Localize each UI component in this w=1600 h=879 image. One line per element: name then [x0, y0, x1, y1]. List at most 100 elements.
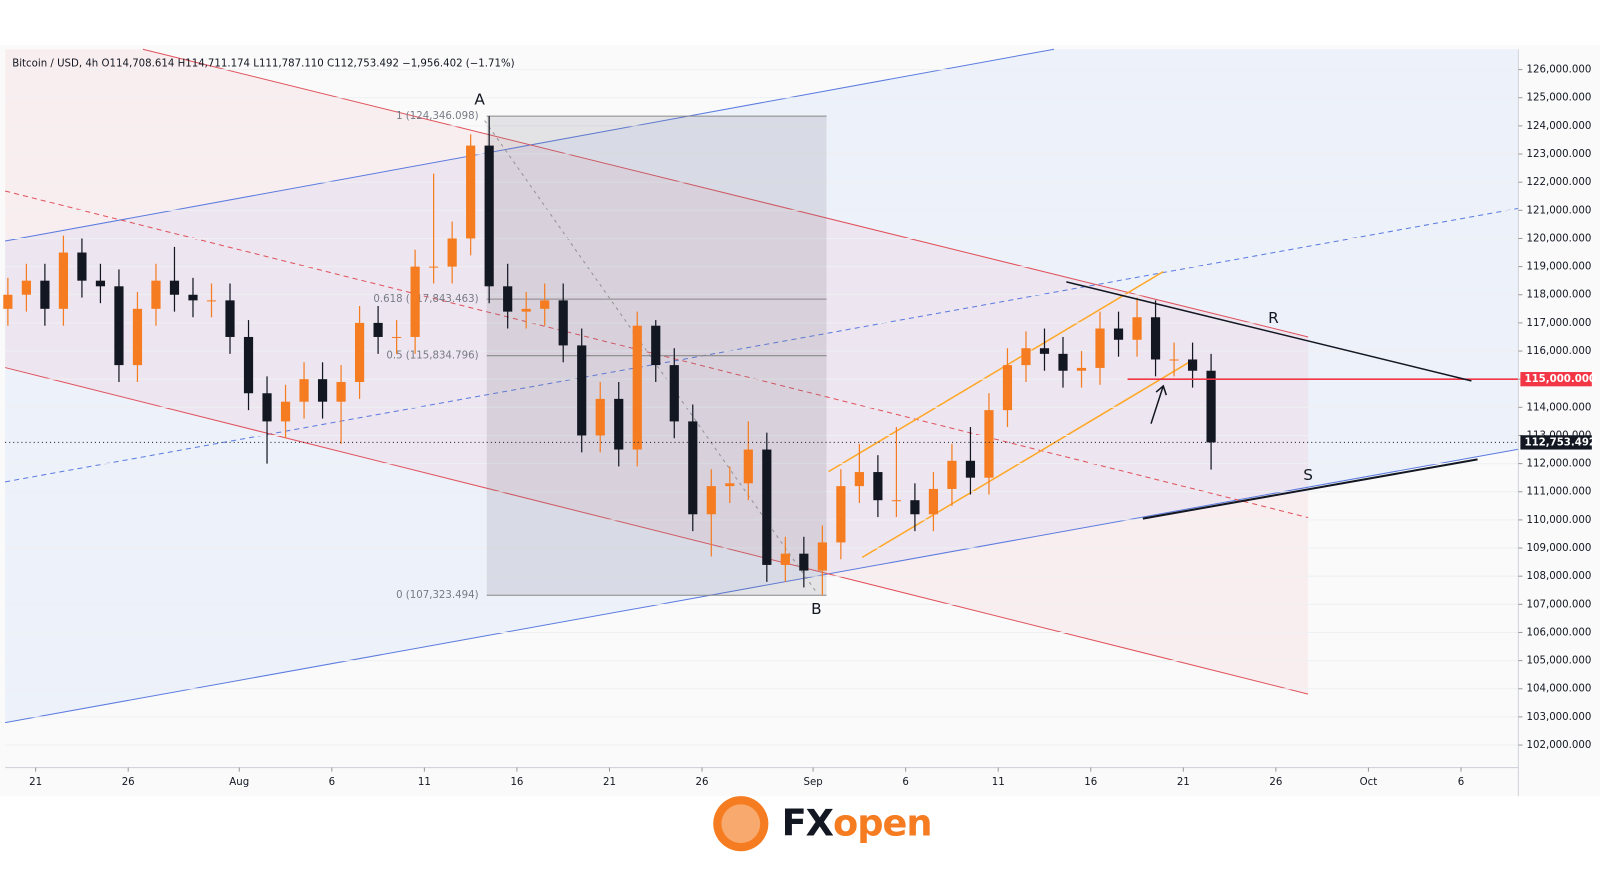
y-tick-label: 103,000.000 — [1527, 712, 1592, 723]
x-tick-label: 21 — [29, 777, 42, 788]
red-channel-upper — [142, 48, 1309, 338]
candle-body — [336, 381, 346, 402]
candle-body — [280, 401, 291, 422]
candle-body — [447, 238, 457, 267]
candle-body — [1076, 367, 1087, 371]
blue-channel-fill — [5, 49, 1519, 723]
candle-body — [1206, 370, 1216, 443]
price-tag — [1520, 372, 1592, 387]
blue-channel-mid — [5, 207, 1519, 483]
candle-body — [1113, 328, 1124, 340]
candle-body — [299, 379, 309, 402]
candle-body — [151, 280, 161, 309]
candle-body — [503, 286, 513, 312]
candle-body — [725, 483, 735, 487]
resistance-line — [1066, 281, 1472, 382]
price-tag — [1520, 435, 1592, 450]
candle-body — [743, 449, 753, 484]
candle-body — [77, 252, 87, 281]
candle-body — [484, 145, 494, 287]
y-tick-label: 118,000.000 — [1527, 290, 1592, 301]
x-tick-label: 26 — [122, 777, 135, 788]
x-tick-label: 11 — [418, 777, 431, 788]
candle-body — [577, 345, 587, 436]
x-tick-label: 21 — [603, 777, 616, 788]
y-tick-label: 105,000.000 — [1527, 656, 1592, 667]
candle-body — [540, 300, 550, 309]
y-tick-label: 124,000.000 — [1527, 121, 1592, 132]
x-tick-label: Aug — [229, 777, 249, 788]
candle-body — [780, 553, 790, 565]
logo: FXopen — [713, 796, 932, 852]
y-tick-label: 121,000.000 — [1527, 205, 1592, 216]
y-tick-label: 112,000.000 — [1527, 459, 1592, 470]
y-tick-label: 120,000.000 — [1527, 233, 1592, 244]
candle-body — [354, 322, 365, 382]
x-tick-label: 26 — [1269, 777, 1282, 788]
x-tick-label: 16 — [1084, 777, 1097, 788]
y-tick-label: 119,000.000 — [1527, 262, 1592, 273]
fib-label: 0.5 (115,834.796) — [386, 351, 478, 362]
candle-body — [410, 266, 420, 337]
candle-body — [558, 300, 568, 346]
candle-body — [132, 308, 143, 366]
candle-body — [3, 294, 13, 309]
x-tick-label: 6 — [329, 777, 335, 788]
fib-label: 0.618 (117,843.463) — [373, 294, 478, 305]
y-tick-label: 104,000.000 — [1527, 684, 1592, 695]
candle-body — [762, 449, 772, 565]
candle-body — [1169, 359, 1179, 361]
blue-channel-lower — [5, 448, 1519, 724]
candle-body — [799, 553, 809, 571]
x-tick-label: 26 — [696, 777, 709, 788]
label-b: B — [811, 600, 821, 618]
fib-label: 0 (107,323.494) — [396, 590, 479, 601]
x-tick-label: 21 — [1177, 777, 1190, 788]
candle-body — [928, 488, 939, 515]
candle-body — [688, 421, 698, 515]
x-tick-label: Sep — [804, 777, 823, 788]
candle-body — [965, 460, 976, 478]
logo-fx: FX — [782, 801, 834, 844]
pane — [4, 48, 1519, 746]
candle-body — [947, 460, 957, 489]
candle-body — [21, 280, 31, 295]
x-tick-label: 11 — [992, 777, 1005, 788]
candle-body — [225, 300, 235, 337]
candle-body — [40, 280, 50, 309]
label-r: R — [1268, 309, 1279, 327]
candle-body — [95, 280, 106, 287]
logo-icon-inner — [721, 804, 761, 844]
y-tick-label: 117,000.000 — [1527, 318, 1592, 329]
y-tick-label: 122,000.000 — [1527, 177, 1592, 188]
candle-body — [706, 486, 716, 515]
candle-body — [614, 398, 624, 450]
candle-body — [169, 280, 180, 295]
y-tick-label: 108,000.000 — [1527, 571, 1592, 582]
candle-body — [114, 286, 124, 366]
candle-body — [206, 300, 217, 302]
candle-body — [1150, 317, 1161, 360]
fib-diagonal — [484, 120, 817, 593]
candle-body — [817, 542, 827, 571]
candle-body — [891, 500, 901, 502]
y-tick-label: 111,000.000 — [1527, 487, 1592, 498]
arrow — [1150, 384, 1168, 424]
candle-body — [669, 365, 679, 422]
y-tick-label: 125,000.000 — [1527, 93, 1592, 104]
logo-icon — [713, 796, 769, 852]
x-tick-label: 6 — [1458, 777, 1464, 788]
candle-body — [1095, 328, 1105, 368]
candle-body — [58, 252, 69, 309]
candle-body — [1058, 353, 1068, 371]
label-s: S — [1303, 466, 1313, 484]
candle-body — [1187, 359, 1198, 371]
candle-body — [873, 472, 883, 501]
candle-body — [373, 322, 383, 337]
y-tick-label: 126,000.000 — [1527, 65, 1592, 76]
price-tag-label: 115,000.000 — [1524, 374, 1596, 385]
y-tick-label: 110,000.000 — [1527, 515, 1592, 526]
chart-title: Bitcoin / USD, 4h O114,708.614 H114,711.… — [12, 58, 514, 69]
